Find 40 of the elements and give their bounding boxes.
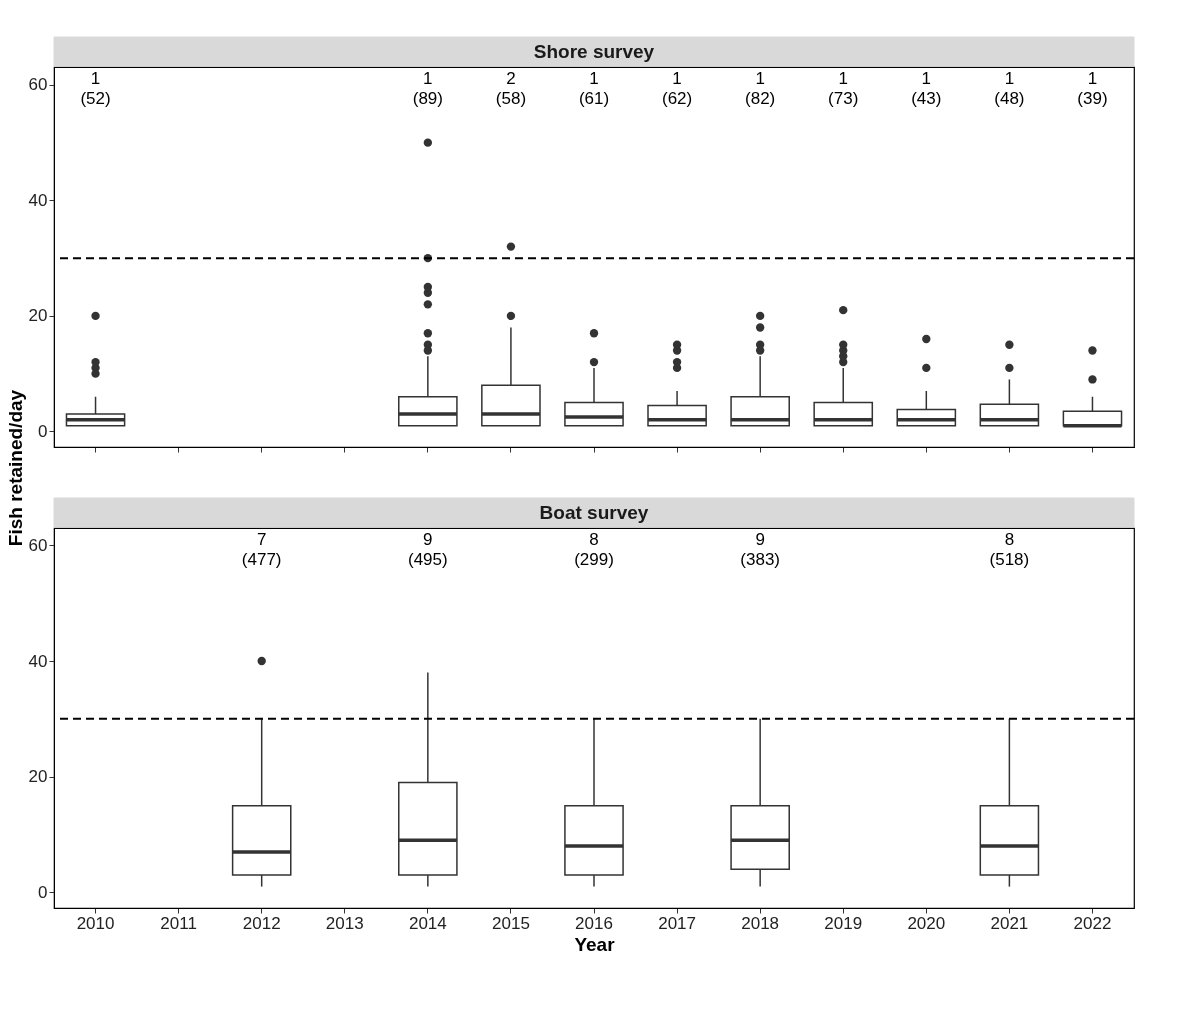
annotation: 8 (518) [989,530,1030,569]
x-tick-label: 2022 [1073,913,1112,933]
x-tick-label: 2020 [907,913,946,933]
x-tick-label: 2012 [242,913,281,933]
annotation: 1 (62) [661,69,693,108]
x-tick-label: 2017 [658,913,696,933]
annotation: 1 (89) [412,69,443,108]
y-axis-title: Fish retained/day [5,389,26,547]
x-tick-label: 2010 [76,913,115,933]
annotation: 1 (52) [80,69,111,108]
annotation: 9 (495) [408,530,448,569]
y-tick-label: 20 [28,767,48,787]
chart-title: Boat survey [539,502,649,523]
annotation: 1 (82) [745,69,776,108]
annotation: 2 (58) [495,69,527,108]
x-tick-label: 2016 [575,913,613,933]
x-tick-label: 2018 [741,913,780,933]
y-tick-label: 60 [28,75,48,95]
annotation: 1 (73) [828,69,859,108]
chart-title: Shore survey [533,41,655,62]
annotation: 7 (477) [241,530,282,569]
annotation: 1 (48) [994,69,1025,108]
y-tick-label: 0 [38,421,48,441]
x-tick-label: 2021 [990,913,1029,933]
x-tick-label: 2015 [492,913,530,933]
x-tick-label: 2011 [160,913,197,933]
y-tick-label: 40 [28,651,48,671]
annotation: 9 (383) [740,530,780,569]
annotation: 1 (43) [911,69,942,108]
x-tick-label: 2013 [325,913,364,933]
x-tick-label: 2014 [408,913,447,933]
x-tick-label: 2019 [824,913,863,933]
annotation: 1 (39) [1077,69,1108,108]
y-tick-label: 40 [28,190,48,210]
annotation: 1 (61) [578,69,610,108]
y-tick-label: 0 [38,882,48,902]
y-tick-label: 20 [28,306,48,326]
x-axis-title: Year [574,933,616,955]
y-tick-label: 60 [28,535,48,555]
annotation: 8 (299) [574,530,614,569]
